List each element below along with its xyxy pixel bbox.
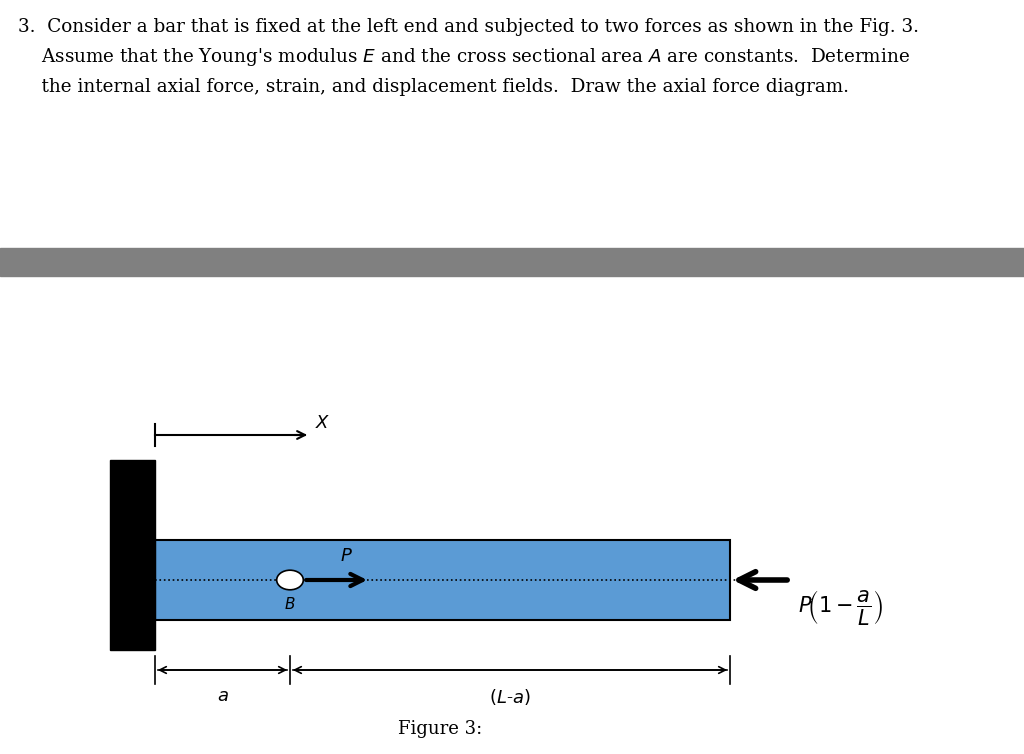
Bar [110,460,155,650]
Text: 3.  Consider a bar that is fixed at the left end and subjected to two forces as : 3. Consider a bar that is fixed at the l… [18,18,919,96]
Text: $B$: $B$ [285,596,296,611]
Bar [0,248,1024,276]
Text: $a$: $a$ [217,687,228,704]
Text: $(L$-$a)$: $(L$-$a)$ [489,687,530,706]
Text: Figure 3:: Figure 3: [398,720,482,738]
Bar [155,540,730,620]
Text: $X$: $X$ [315,414,331,432]
Text: $P$: $P$ [341,547,353,565]
Text: $P\!\left(1 - \dfrac{a}{L}\right)$: $P\!\left(1 - \dfrac{a}{L}\right)$ [798,587,884,627]
Circle shape [276,570,303,590]
